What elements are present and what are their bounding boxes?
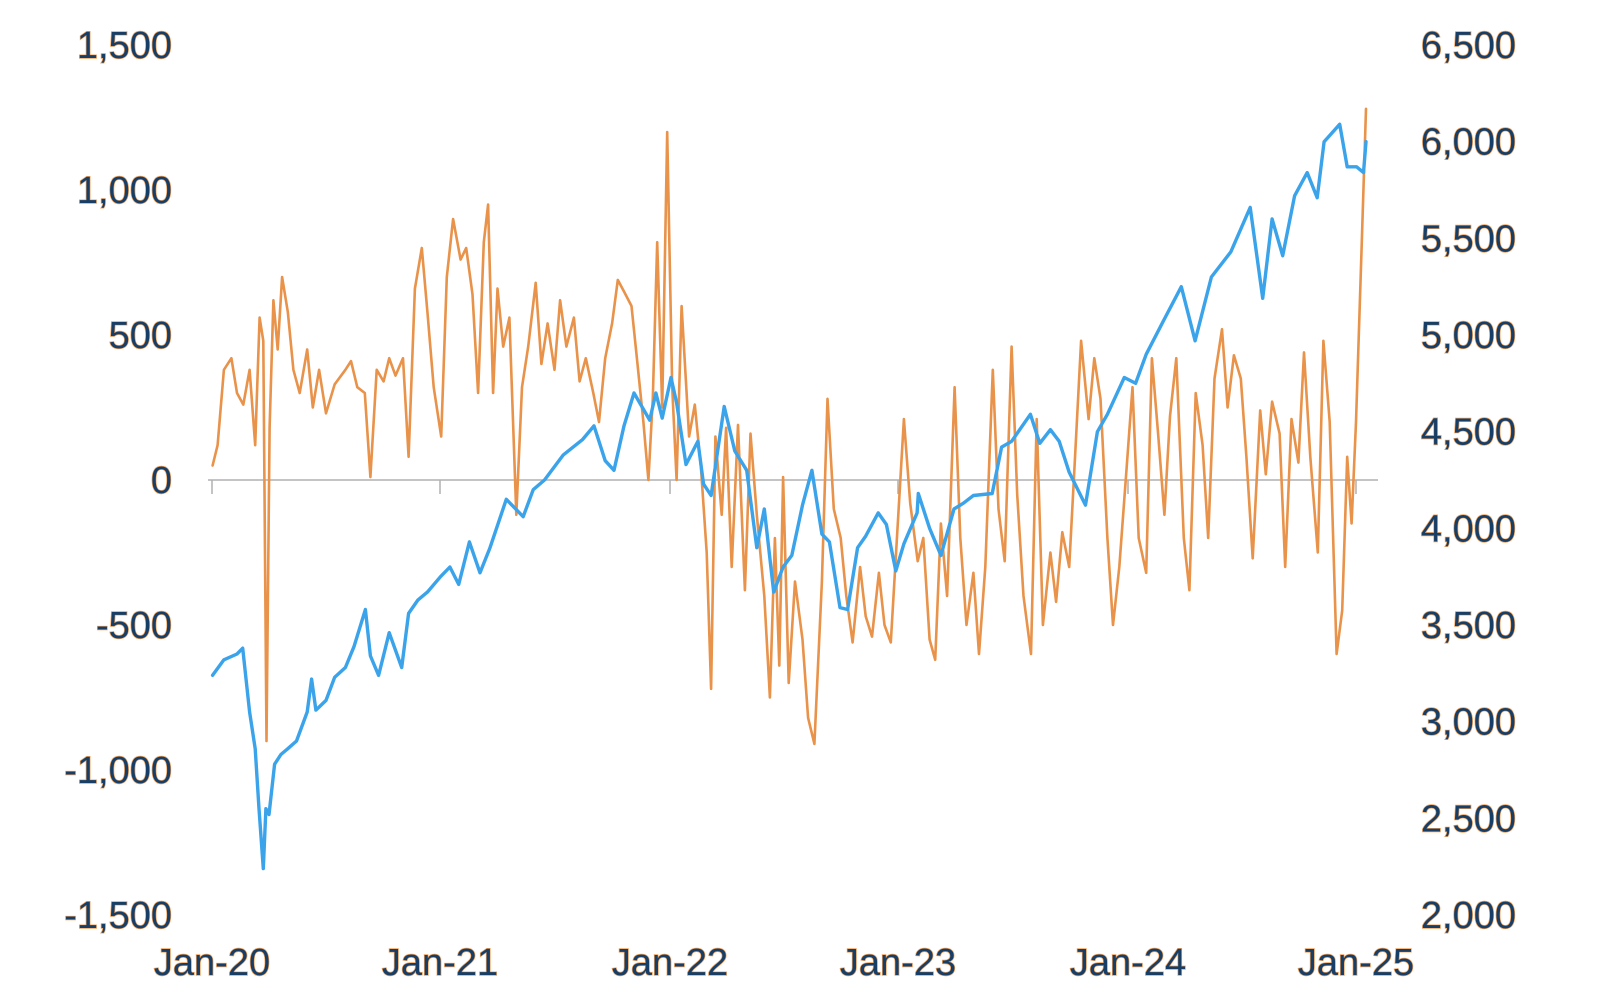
left-axis-tick-label: 1,500 — [77, 25, 172, 67]
left-axis-tick-label: 1,000 — [77, 170, 172, 212]
right-axis-tick-label: 4,000 — [1421, 508, 1516, 550]
left-axis-tick-label: -1,000 — [64, 750, 172, 792]
x-axis-tick-label: Jan-22 — [612, 942, 728, 984]
x-axis-tick-label: Jan-25 — [1298, 942, 1414, 984]
right-axis-tick-label: 5,000 — [1421, 315, 1516, 357]
left-axis-tick-label: 500 — [109, 315, 172, 357]
right-axis-tick-label: 5,500 — [1421, 218, 1516, 260]
right-axis-tick-label: 4,500 — [1421, 412, 1516, 454]
right-axis-series-line — [210, 122, 1368, 871]
x-axis-tick-label: Jan-24 — [1070, 942, 1186, 984]
right-axis-tick-label: 2,000 — [1421, 895, 1516, 937]
right-axis-tick-label: 6,500 — [1421, 25, 1516, 67]
left-y-axis: 1,500 1,000 500 0 -500 -1,000 -1,500 — [64, 24, 173, 937]
left-axis-tick-label: 0 — [151, 460, 172, 502]
right-y-axis: 6,500 6,000 5,500 5,000 4,500 4,000 3,500 3,000… — [1420, 24, 1516, 937]
series-layer — [210, 107, 1368, 871]
right-axis-tick-label: 6,000 — [1421, 122, 1516, 164]
x-axis-tick-marks — [211, 480, 1357, 494]
right-axis-tick-label: 3,000 — [1421, 702, 1516, 744]
x-axis-tick-label: Jan-20 — [154, 942, 270, 984]
left-axis-tick-label: -500 — [96, 605, 172, 647]
left-axis-tick-label: -1,500 — [64, 895, 172, 937]
x-axis-tick-label: Jan-23 — [840, 942, 956, 984]
x-axis: Jan-20 Jan-21 Jan-22 Jan-23 Jan-24 Jan-25 — [153, 941, 1415, 984]
right-axis-tick-label: 3,500 — [1421, 605, 1516, 647]
left-axis-series-line — [211, 107, 1368, 746]
x-axis-tick-label: Jan-21 — [382, 942, 498, 984]
right-axis-tick-label: 2,500 — [1421, 798, 1516, 840]
